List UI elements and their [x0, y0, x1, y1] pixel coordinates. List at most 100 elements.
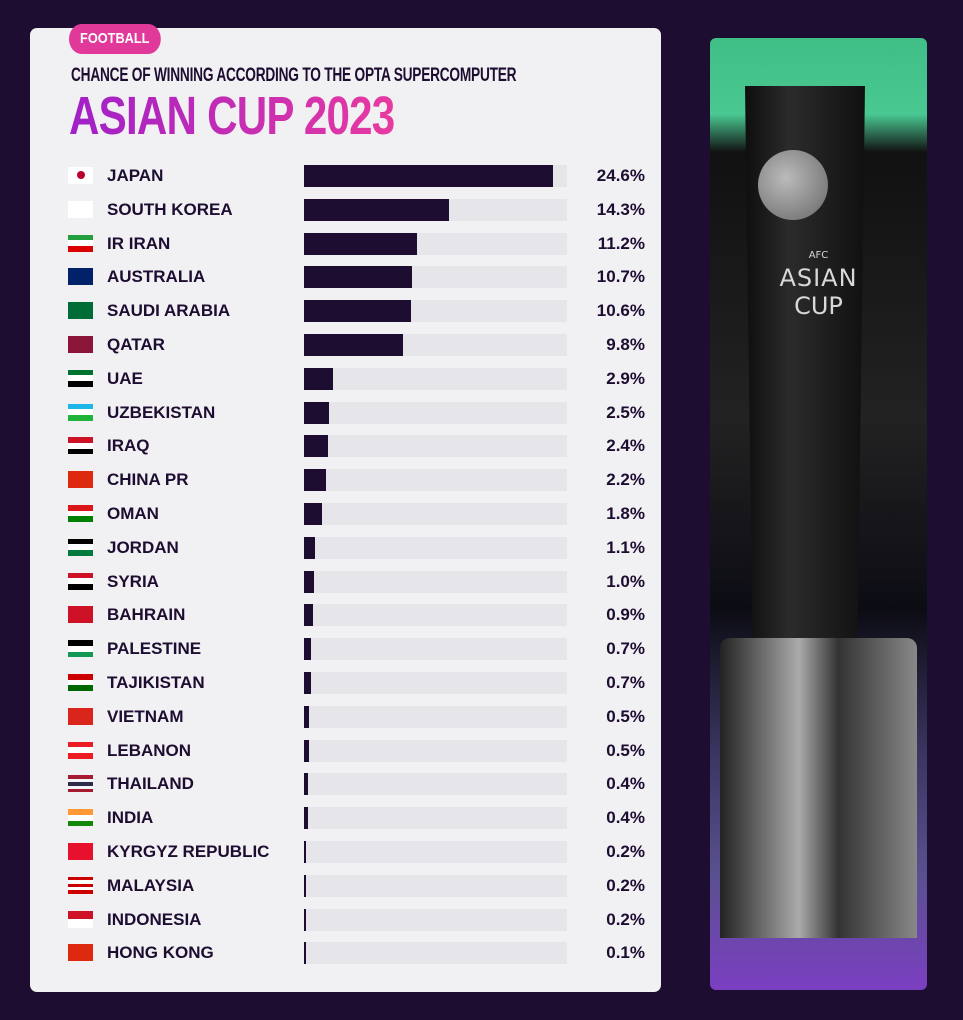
- bar: [304, 739, 310, 762]
- country-label: PALESTINE: [107, 639, 202, 659]
- country-label: IR IRAN: [107, 233, 171, 253]
- data-label: 0.5%: [606, 706, 645, 726]
- country-flag-icon: [68, 843, 93, 860]
- bar-track: [304, 401, 567, 424]
- bar: [304, 367, 334, 390]
- bar-row: TAJIKISTAN 0.7%: [30, 671, 661, 695]
- country-label: IRAQ: [107, 436, 150, 456]
- country-flag-icon: [68, 471, 93, 489]
- bar: [304, 300, 412, 323]
- bar: [304, 435, 329, 458]
- bar: [304, 401, 330, 424]
- data-label: 2.9%: [606, 368, 645, 388]
- bar-track: [304, 638, 567, 661]
- bar-row: SAUDI ARABIA 10.6%: [30, 299, 661, 323]
- country-label: OMAN: [107, 504, 159, 523]
- country-flag-icon: [68, 437, 93, 455]
- bar-row: IRAQ 2.4%: [30, 434, 661, 458]
- data-label: 0.2%: [606, 875, 645, 895]
- bar-track: [304, 334, 567, 356]
- bar-track: [304, 908, 567, 931]
- chart-subtitle: CHANCE OF WINNING ACCORDING TO THE OPTA …: [71, 65, 517, 86]
- bar-row: INDONESIA 0.2%: [30, 908, 661, 932]
- bar-track: [304, 807, 567, 830]
- chart-card: FOOTBALL CHANCE OF WINNING ACCORDING TO …: [30, 24, 661, 992]
- bar-row: IR IRAN 11.2%: [30, 232, 661, 256]
- bar-row: KYRGYZ REPUBLIC 0.2%: [30, 840, 661, 864]
- country-flag-icon: [68, 403, 93, 421]
- bar-track: [304, 672, 567, 694]
- country-label: SAUDI ARABIA: [107, 301, 231, 321]
- country-label: SYRIA: [107, 571, 159, 591]
- trophy-text: AFC: [808, 250, 829, 261]
- country-flag-icon: [68, 944, 93, 962]
- data-label: 2.5%: [606, 402, 645, 422]
- data-label: 0.2%: [606, 842, 645, 861]
- bar: [304, 469, 327, 492]
- chart-title: ASIAN CUP 2023: [69, 86, 395, 146]
- data-label: 10.6%: [596, 301, 645, 321]
- data-label: 1.0%: [606, 571, 645, 591]
- data-label: 0.7%: [606, 673, 645, 692]
- country-flag-icon: [68, 606, 93, 624]
- bar-track: [304, 198, 567, 221]
- bar-track: [304, 773, 567, 796]
- country-label: TAJIKISTAN: [107, 673, 205, 692]
- bar: [304, 266, 413, 289]
- data-label: 0.9%: [606, 605, 645, 625]
- bar-row: SOUTH KOREA 14.3%: [30, 198, 661, 222]
- bar: [304, 672, 312, 694]
- country-label: LEBANON: [107, 740, 192, 760]
- country-flag-icon: [68, 775, 93, 793]
- bar-track: [304, 705, 567, 728]
- bar: [304, 604, 314, 627]
- data-label: 10.7%: [596, 267, 645, 287]
- bar-row: UZBEKISTAN 2.5%: [30, 401, 661, 425]
- country-label: MALAYSIA: [107, 875, 195, 895]
- country-flag-icon: [68, 741, 93, 759]
- bar: [304, 874, 307, 897]
- country-flag-icon: [68, 640, 93, 658]
- data-label: 14.3%: [596, 199, 645, 219]
- bar-row: SYRIA 1.0%: [30, 570, 661, 594]
- country-label: BAHRAIN: [107, 605, 186, 625]
- country-label: KYRGYZ REPUBLIC: [107, 842, 270, 861]
- bar-track: [304, 300, 567, 323]
- bar-row: THAILAND 0.4%: [30, 772, 661, 796]
- data-label: 11.2%: [597, 233, 645, 253]
- bar: [304, 536, 316, 559]
- data-label: 0.5%: [606, 740, 645, 760]
- bar-row: HONG KONG 0.1%: [30, 941, 661, 965]
- data-label: 9.8%: [606, 335, 645, 354]
- bar-track: [304, 536, 567, 559]
- bar-row: INDIA 0.4%: [30, 806, 661, 830]
- bar-row: UAE 2.9%: [30, 367, 661, 391]
- bar-row: CHINA PR 2.2%: [30, 468, 661, 492]
- country-flag-icon: [68, 809, 93, 827]
- country-flag-icon: [68, 336, 93, 353]
- data-label: 24.6%: [596, 166, 645, 185]
- country-label: HONG KONG: [107, 943, 214, 963]
- bar-track: [304, 570, 567, 593]
- bar-row: JORDAN 1.1%: [30, 536, 661, 560]
- bar: [304, 198, 449, 221]
- bar-track: [304, 435, 567, 458]
- country-flag-icon: [68, 572, 93, 590]
- trophy-ball-emblem: [758, 150, 828, 220]
- category-tag: FOOTBALL: [69, 24, 161, 54]
- country-flag-icon: [68, 302, 93, 320]
- bar-row: QATAR 9.8%: [30, 333, 661, 357]
- data-label: 0.7%: [606, 639, 645, 659]
- country-flag-icon: [68, 505, 93, 522]
- data-label: 2.4%: [606, 436, 645, 456]
- bar: [304, 334, 404, 356]
- data-label: 0.1%: [606, 943, 645, 963]
- country-label: THAILAND: [107, 774, 194, 794]
- country-label: UAE: [107, 368, 143, 388]
- bar: [304, 705, 310, 728]
- country-label: QATAR: [107, 335, 165, 354]
- trophy-text: CUP: [794, 292, 843, 320]
- bar-track: [304, 266, 567, 289]
- bar-row: LEBANON 0.5%: [30, 739, 661, 763]
- data-label: 0.4%: [606, 774, 645, 794]
